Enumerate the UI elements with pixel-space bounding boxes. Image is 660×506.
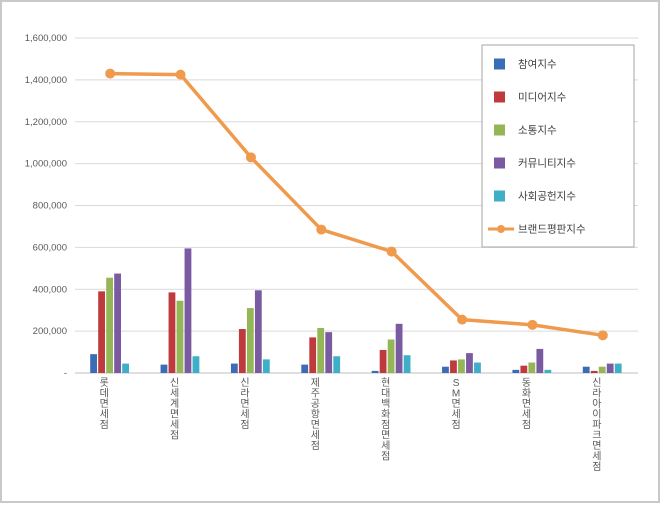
- bar-사회공헌지수: [544, 369, 552, 373]
- bar-사회공헌지수: [192, 356, 200, 373]
- bar-미디어지수: [379, 349, 387, 373]
- y-tick-label: 1,400,000: [25, 75, 67, 86]
- bar-소통지수: [246, 308, 254, 373]
- y-tick-label: 200,000: [33, 326, 67, 337]
- bar-참여지수: [442, 366, 449, 373]
- y-tick-label: 1,600,000: [25, 33, 67, 44]
- bar-커뮤니티지수: [395, 323, 403, 373]
- legend-swatch-참여지수: [494, 58, 505, 70]
- bar-미디어지수: [520, 365, 528, 373]
- legend-swatch-미디어지수: [494, 91, 505, 103]
- bar-참여지수: [90, 354, 97, 373]
- bar-사회공헌지수: [333, 356, 341, 373]
- bar-미디어지수: [450, 360, 457, 373]
- legend-swatch-소통지수: [494, 124, 505, 136]
- line-marker: [457, 314, 468, 325]
- bar-커뮤니티지수: [606, 363, 614, 373]
- legend-label: 사회공헌지수: [518, 191, 576, 203]
- bar-커뮤니티지수: [325, 332, 333, 373]
- bar-소통지수: [106, 277, 113, 373]
- bar-커뮤니티지수: [466, 353, 473, 373]
- bar-소통지수: [458, 359, 465, 373]
- line-marker: [175, 69, 186, 80]
- line-marker: [386, 246, 397, 257]
- y-tick-label: 1,000,000: [25, 159, 67, 170]
- bar-사회공헌지수: [262, 359, 270, 373]
- legend-box: [481, 44, 635, 248]
- bar-참여지수: [582, 366, 590, 373]
- y-tick-label: 600,000: [33, 242, 67, 253]
- line-marker: [597, 330, 608, 341]
- y-tick-label: 800,000: [33, 201, 67, 212]
- bar-미디어지수: [98, 291, 105, 373]
- bar-사회공헌지수: [403, 355, 411, 373]
- legend-label: 소통지수: [518, 125, 557, 137]
- legend-swatch-커뮤니티지수: [494, 157, 505, 169]
- bar-커뮤니티지수: [254, 290, 262, 373]
- bar-소통지수: [598, 366, 606, 373]
- line-marker: [527, 319, 538, 330]
- bar-사회공헌지수: [614, 363, 622, 373]
- bar-소통지수: [317, 327, 325, 373]
- line-marker: [105, 68, 116, 79]
- legend-label: 미디어지수: [518, 92, 567, 104]
- bar-미디어지수: [309, 337, 317, 373]
- y-tick-label: -: [64, 368, 67, 379]
- bar-미디어지수: [238, 329, 246, 373]
- bar-소통지수: [387, 339, 395, 373]
- bar-소통지수: [176, 300, 184, 373]
- y-tick-label: 400,000: [33, 284, 67, 295]
- bar-미디어지수: [168, 292, 176, 373]
- bar-사회공헌지수: [474, 362, 481, 373]
- line-marker: [245, 152, 256, 163]
- bar-커뮤니티지수: [536, 348, 544, 373]
- line-marker: [316, 224, 327, 235]
- bar-커뮤니티지수: [114, 273, 121, 373]
- legend-label: 브랜드평판지수: [518, 224, 586, 236]
- legend-label: 참여지수: [518, 59, 557, 71]
- bar-참여지수: [301, 364, 309, 373]
- legend-swatch-사회공헌지수: [494, 190, 505, 202]
- y-tick-label: 1,200,000: [25, 117, 67, 128]
- legend-label: 커뮤니티지수: [518, 158, 576, 170]
- bar-참여지수: [512, 369, 520, 373]
- brand-reputation-line: [108, 71, 605, 338]
- bar-커뮤니티지수: [184, 248, 192, 373]
- bar-사회공헌지수: [122, 363, 129, 373]
- bar-미디어지수: [590, 370, 598, 373]
- bar-참여지수: [160, 364, 168, 373]
- bar-참여지수: [230, 363, 238, 373]
- bar-소통지수: [528, 362, 536, 373]
- bar-참여지수: [371, 370, 379, 373]
- legend-line-marker: [497, 225, 505, 233]
